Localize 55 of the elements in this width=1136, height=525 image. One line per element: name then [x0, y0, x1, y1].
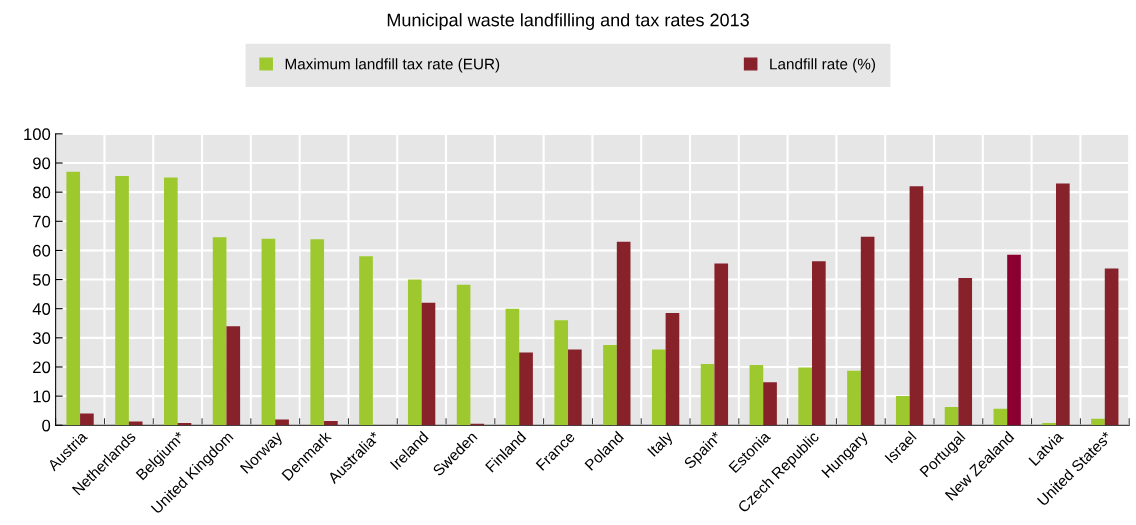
bar — [421, 302, 436, 426]
bar — [324, 420, 338, 426]
bar — [1055, 183, 1070, 426]
y-tick-label: 20 — [33, 361, 51, 374]
bar — [909, 186, 924, 426]
bar — [714, 263, 729, 426]
bar — [80, 413, 94, 426]
bar — [275, 419, 289, 426]
bar — [798, 367, 813, 426]
bar — [554, 320, 569, 426]
y-tick-label: 0 — [42, 419, 51, 432]
chart-title: Municipal waste landfilling and tax rates 2013 — [387, 13, 749, 30]
bar — [958, 278, 973, 426]
bar — [568, 349, 582, 426]
bar — [847, 370, 861, 426]
bar — [651, 349, 666, 426]
bar — [763, 382, 777, 426]
legend-label: Landfill rate (%) — [770, 58, 876, 73]
x-tick-label: Italy — [646, 430, 676, 459]
bar — [616, 241, 631, 426]
bar — [226, 326, 241, 426]
bar — [115, 176, 129, 426]
bar — [1007, 254, 1021, 426]
bar — [212, 237, 227, 426]
legend-label: Maximum landfill tax rate (EUR) — [285, 58, 500, 73]
bar — [749, 364, 764, 426]
y-tick-label: 80 — [32, 186, 51, 199]
bar — [261, 238, 276, 426]
bar — [407, 279, 422, 426]
bar — [456, 284, 471, 426]
bar — [66, 171, 81, 426]
bar — [505, 308, 520, 426]
bar — [895, 396, 910, 426]
bar — [665, 313, 680, 426]
bar — [359, 256, 373, 426]
y-tick-label: 60 — [33, 244, 51, 257]
y-tick-label: 100 — [24, 128, 51, 141]
y-tick-label: 90 — [33, 157, 51, 170]
y-tick-label: 10 — [33, 390, 51, 403]
y-tick-label: 50 — [32, 273, 51, 286]
bar — [993, 408, 1008, 426]
y-tick-label: 40 — [32, 303, 51, 315]
y-tick-label: 30 — [32, 332, 51, 345]
bar — [603, 345, 617, 426]
bar — [310, 239, 325, 426]
bar — [860, 236, 875, 426]
y-tick-label: 70 — [33, 215, 51, 228]
bar — [812, 261, 826, 426]
bar — [519, 352, 533, 426]
bar — [700, 364, 715, 426]
bar — [1091, 418, 1105, 426]
bar — [944, 406, 959, 426]
bar — [163, 177, 178, 426]
bar — [128, 421, 143, 426]
bar — [1104, 268, 1119, 426]
